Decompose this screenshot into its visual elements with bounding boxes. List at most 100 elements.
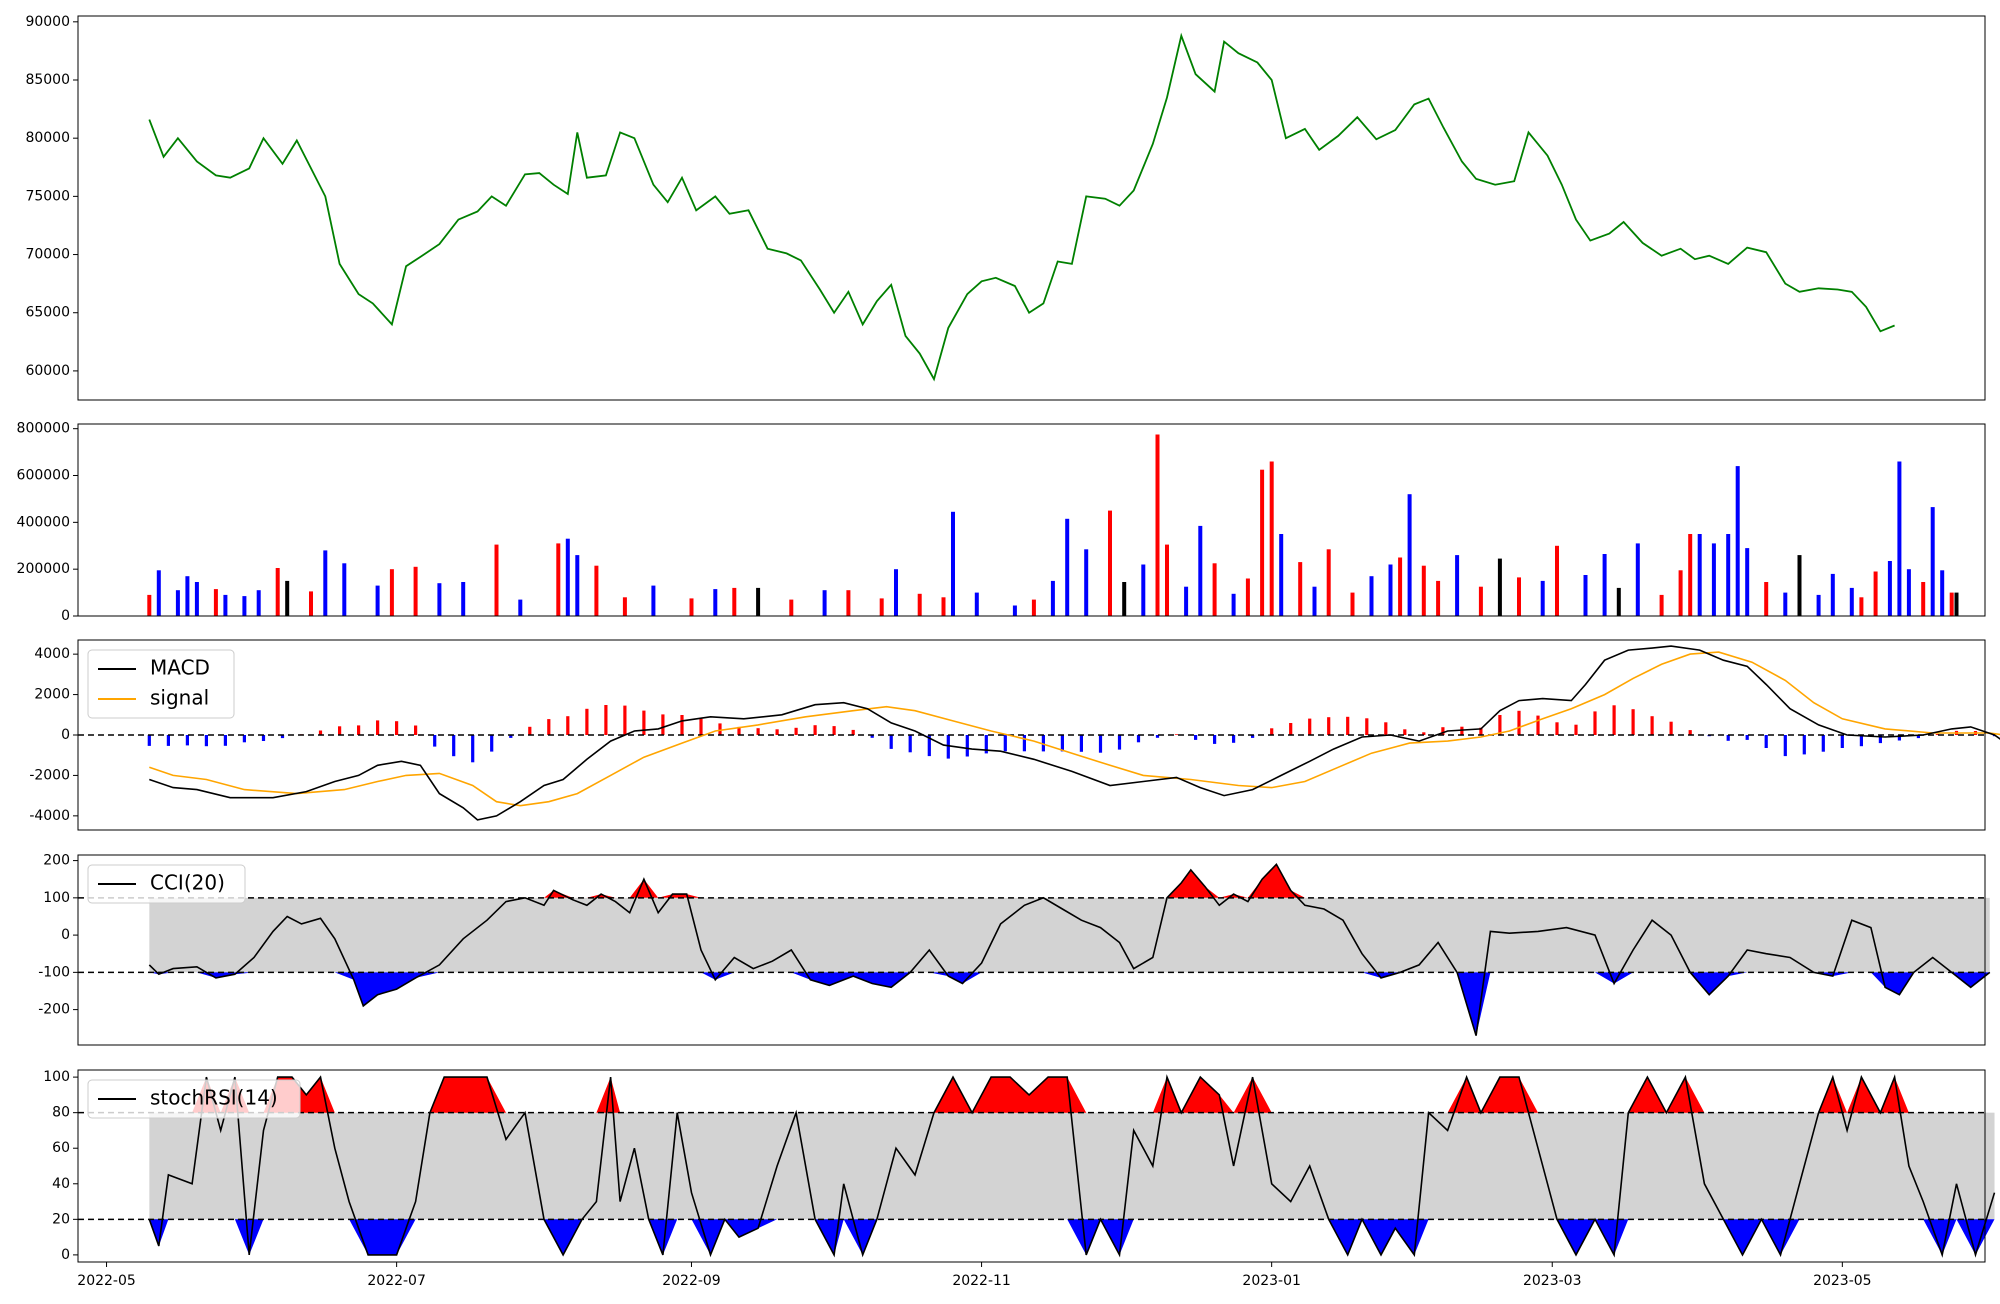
volume-bar [894,569,898,616]
macd-histogram-bar [528,726,532,735]
macd-histogram-bar [946,735,950,759]
x-tick-label: 2022-05 [77,1273,136,1289]
volume-bar [756,587,761,616]
macd-histogram-bar [1232,735,1236,743]
cci-oversold-fill [149,972,1990,1036]
macd-y-tick-label: -2000 [29,767,70,783]
volume-bar [1407,494,1412,616]
macd-histogram-bar [1289,723,1293,735]
volume-bar [1165,544,1169,616]
volume-bar [1245,578,1250,616]
x-tick-label: 2023-05 [1813,1273,1872,1289]
macd-histogram-bar [756,728,760,735]
macd-histogram-bar [1783,735,1787,757]
macd-legend-label: MACD [150,656,210,680]
volume-bar [732,587,737,616]
cci-legend-label: CCI(20) [150,871,225,895]
volume-bar [594,565,599,616]
volume-bar [1555,545,1559,616]
volume-bar [1921,582,1926,616]
cci-frame [77,854,1986,1046]
macd-legend [87,649,235,719]
macd-histogram-bar [1555,722,1559,735]
volume-bar [1122,582,1127,616]
x-tick-label: 2022-09 [662,1273,721,1289]
macd-histogram-bar [490,735,494,752]
volume-bar [1540,580,1545,616]
volume-bar [1326,549,1331,616]
macd-histogram-bar [1194,735,1198,740]
macd-histogram-bar [433,735,437,747]
macd-histogram-bar [1745,735,1749,740]
volume-bar [389,569,394,616]
stochrsi-frame [77,1069,1986,1263]
stochrsi-overbought-fill [149,1077,1995,1113]
macd-histogram-bar [1935,734,1939,735]
macd-histogram-bar [1098,735,1103,753]
volume-y-tick-label: 400000 [17,514,70,530]
volume-bar [1745,548,1750,616]
macd-histogram-bar [1517,710,1521,735]
volume-bar [1212,563,1217,616]
volume-bar [1388,564,1393,616]
x-tick-label: 2023-01 [1242,1273,1301,1289]
macd-histogram-bar [1726,735,1730,741]
macd-histogram-bar [1612,705,1616,735]
macd-histogram-bar [318,730,323,735]
volume-bar [974,592,979,616]
volume-bar [565,538,570,616]
macd-histogram-bar [1574,724,1578,735]
macd-histogram-bar [1422,732,1426,735]
macd-histogram-bar [1669,721,1673,735]
macd-histogram-bar [376,720,380,735]
volume-bar [437,583,442,616]
volume-bar [622,597,627,616]
macd-histogram-bar [794,727,798,735]
volume-bar [156,570,161,616]
volume-bar [689,598,694,616]
macd-histogram-bar [1897,735,1901,741]
volume-bar [1659,594,1664,616]
macd-histogram-bar [623,705,627,735]
volume-bar [1830,573,1835,616]
volume-bar [941,597,946,616]
volume-bar [1954,592,1959,616]
price-frame [77,15,1986,401]
volume-bar [309,591,313,616]
stochrsi-y-tick-label: 80 [52,1105,70,1121]
macd-y-tick-label: 0 [61,727,70,743]
macd-histogram-bar [1079,735,1083,752]
x-tick-label: 2022-11 [952,1273,1011,1289]
volume-bar [1478,586,1483,616]
macd-legend-label: signal [150,686,209,710]
macd-histogram-bar [585,708,589,735]
volume-bar [1583,575,1588,616]
volume-bar [1012,605,1017,616]
macd-histogram-bar [566,716,570,735]
price-y-tick-label: 85000 [25,72,70,88]
volume-bar [1688,534,1693,616]
volume-bar [1940,570,1945,616]
volume-bar [147,594,152,616]
macd-histogram-bar [737,726,741,735]
volume-bar [1231,593,1236,616]
volume-bar [1031,599,1036,616]
macd-histogram-bar [775,729,779,735]
macd-histogram-bar [680,715,684,735]
macd-y-tick-label: 4000 [34,646,70,662]
volume-bar [1873,571,1878,616]
macd-histogram-bar [1859,735,1863,747]
macd-histogram-bar [1403,729,1407,735]
macd-signal-line [149,651,2000,807]
cci-overbought-fill [149,864,1990,898]
volume-bar [1279,534,1284,616]
price-y-tick-label: 75000 [25,188,70,204]
cci-y-tick-label: 0 [61,927,70,943]
price-panel: 60000 65000 70000 75000 80000 85000 90000 [25,14,1986,401]
volume-bar [1198,525,1203,616]
volume-bar [1421,565,1426,616]
volume-bar [1108,510,1112,616]
macd-histogram-bar [1117,735,1122,750]
macd-histogram-bar [1060,735,1064,752]
macd-histogram-bar [1479,727,1483,735]
